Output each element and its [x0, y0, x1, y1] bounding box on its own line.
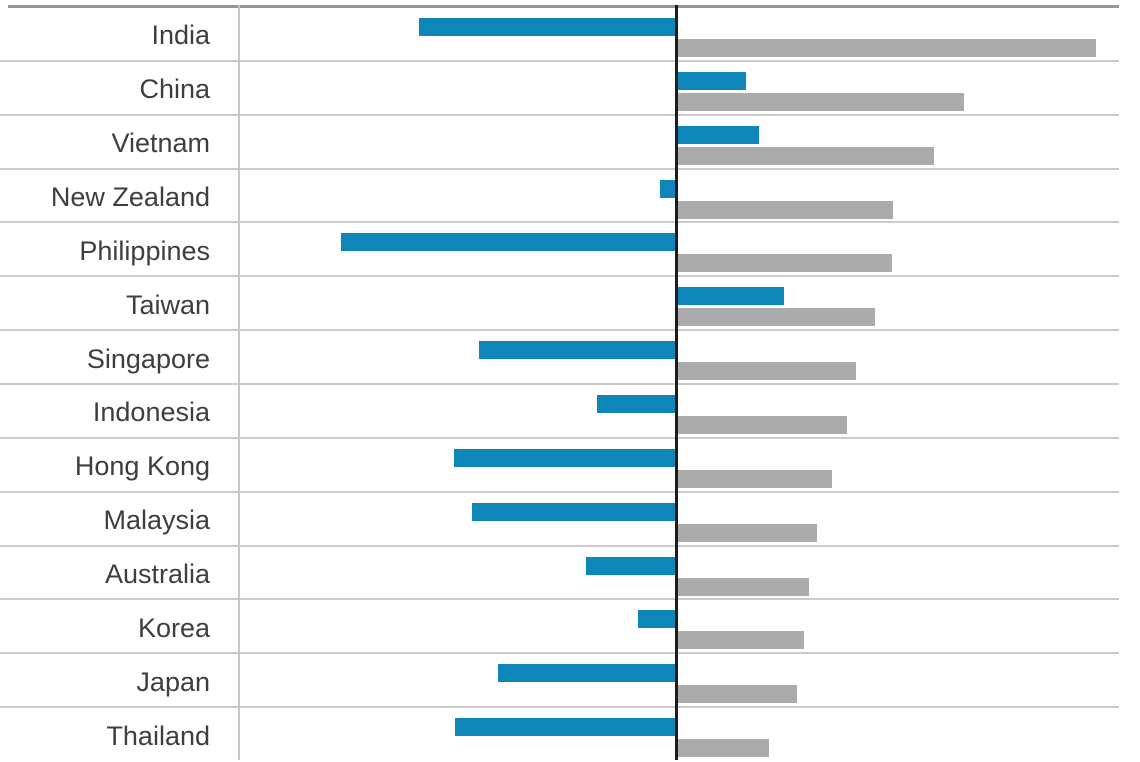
chart-row: Korea [0, 600, 1119, 655]
category-label: Singapore [86, 343, 210, 374]
gray-series-bar [675, 39, 1096, 57]
gray-series-bar [675, 469, 832, 488]
gray-series-bar [675, 523, 817, 542]
chart-row: Singapore [0, 331, 1119, 386]
gray-series-bar [675, 739, 769, 758]
blue-series-bar [660, 179, 675, 198]
chart-row: Thailand [0, 708, 1119, 760]
blue-series-bar [419, 18, 675, 36]
category-label: Thailand [106, 720, 210, 751]
chart-row: Indonesia [0, 385, 1119, 439]
gray-series-bar [675, 416, 847, 435]
blue-series-bar [586, 556, 675, 575]
blue-series-bar [638, 610, 675, 629]
category-label: Malaysia [103, 505, 210, 536]
category-label: Taiwan [125, 289, 210, 320]
chart-row: Taiwan [0, 277, 1119, 332]
chart-row: Australia [0, 547, 1119, 601]
category-label: Vietnam [111, 128, 210, 159]
gray-series-bar [675, 631, 804, 650]
category-label: Australia [104, 559, 210, 590]
blue-series-bar [454, 448, 675, 467]
gray-series-bar [675, 254, 892, 273]
gray-series-bar [675, 92, 964, 111]
blue-series-bar [498, 664, 675, 683]
chart-row: Malaysia [0, 493, 1119, 547]
gray-series-bar [675, 685, 797, 704]
blue-series-bar [597, 395, 675, 414]
gray-series-bar [675, 308, 875, 327]
category-label: India [151, 20, 210, 51]
label-column-divider [238, 5, 240, 760]
chart-row: Japan [0, 654, 1119, 709]
gray-series-bar [675, 146, 934, 165]
category-label: Indonesia [92, 397, 210, 428]
blue-series-bar [675, 125, 759, 144]
blue-series-bar [472, 502, 675, 521]
chart-row: Hong Kong [0, 439, 1119, 493]
chart-row: India [0, 8, 1119, 62]
zero-axis-line [675, 5, 678, 760]
gray-series-bar [675, 200, 893, 219]
chart-top-border [8, 5, 1119, 8]
gray-series-bar [675, 362, 856, 381]
category-label: Hong Kong [74, 451, 210, 482]
chart-rows: India China Vietnam New Zealand Philippines T… [0, 8, 1119, 760]
category-label: China [139, 74, 210, 105]
chart-row: Philippines [0, 223, 1119, 278]
blue-series-bar [675, 71, 746, 90]
blue-series-bar [479, 341, 675, 360]
category-label: New Zealand [50, 182, 210, 212]
chart-row: Vietnam [0, 116, 1119, 170]
chart-row: New Zealand [0, 170, 1119, 224]
gray-series-bar [675, 577, 809, 596]
category-label: Korea [137, 612, 210, 643]
blue-series-bar [675, 287, 784, 306]
category-label: Philippines [79, 235, 210, 266]
blue-series-bar [341, 233, 675, 252]
blue-series-bar [455, 718, 675, 737]
category-label: Japan [136, 666, 210, 697]
chart-row: China [0, 62, 1119, 116]
